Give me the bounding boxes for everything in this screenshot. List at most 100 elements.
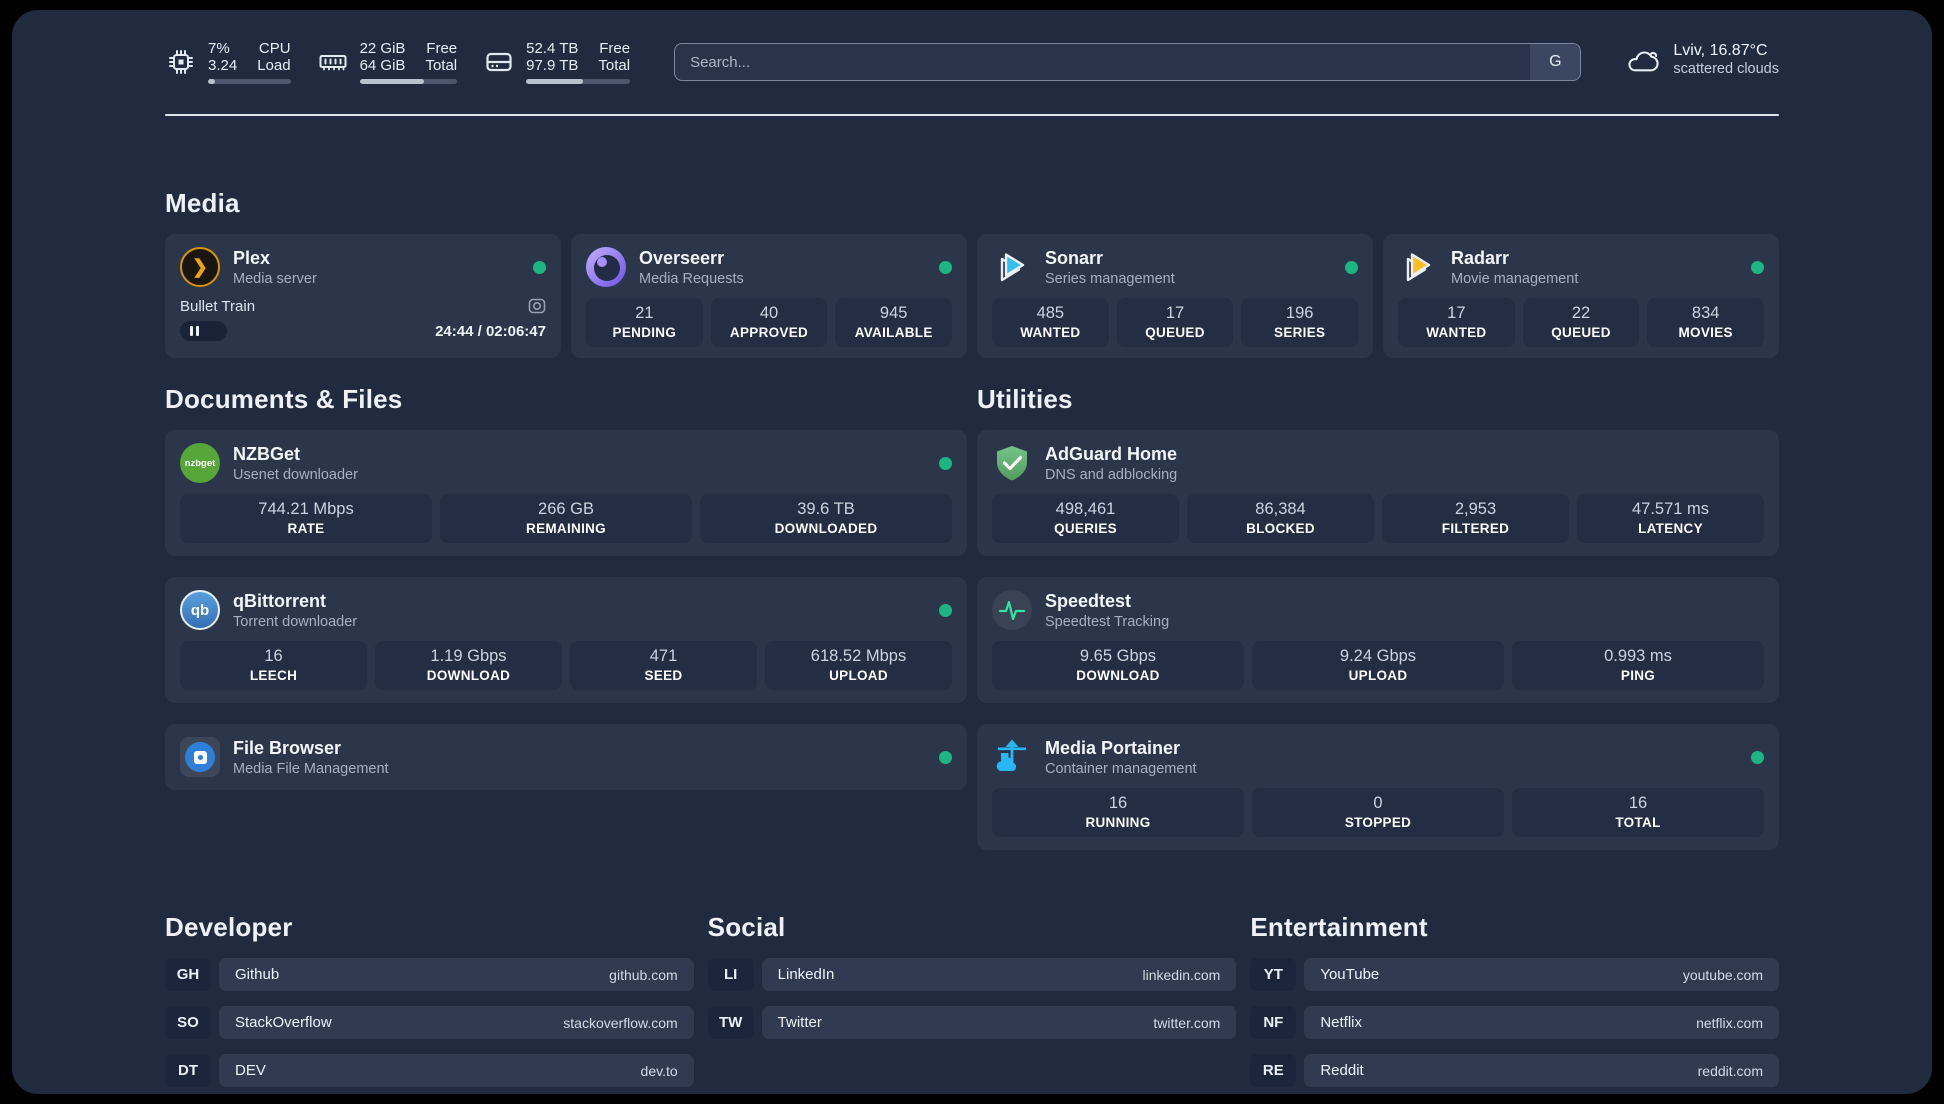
card-sonarr[interactable]: Sonarr Series management 485 WANTED 17 Q… <box>977 234 1373 358</box>
disk-icon <box>486 52 512 72</box>
status-dot <box>939 456 952 470</box>
session-camera-icon <box>528 297 546 315</box>
section-title-media: Media <box>165 188 240 218</box>
card-title: Sonarr <box>1045 247 1104 268</box>
stat-box: 498,461 QUERIES <box>992 494 1179 543</box>
memory-total-label: Total <box>425 57 458 74</box>
stat-box: 17 WANTED <box>1398 298 1515 347</box>
sonarr-icon <box>992 247 1032 287</box>
card-title: Media Portainer <box>1045 737 1181 758</box>
bookmark-linkedin[interactable]: LI LinkedIn linkedin.com <box>707 958 1237 991</box>
bookmark-url: github.com <box>609 966 678 983</box>
section-title-developer: Developer <box>165 912 293 942</box>
card-adguard[interactable]: AdGuard Home DNS and adblocking 498,461 … <box>977 430 1779 556</box>
card-subtitle: Media Requests <box>639 270 744 287</box>
disk-progress-bar <box>526 79 631 84</box>
status-dot <box>1751 750 1764 764</box>
bookmark-name: Reddit <box>1320 1062 1364 1079</box>
bookmark-youtube[interactable]: YT YouTube youtube.com <box>1250 958 1779 991</box>
bookmark-url: youtube.com <box>1682 966 1763 983</box>
cpu-load-label: Load <box>257 57 291 74</box>
bookmark-twitter[interactable]: TW Twitter twitter.com <box>707 1006 1237 1039</box>
card-speedtest[interactable]: Speedtest Speedtest Tracking 9.65 Gbps D… <box>977 577 1779 703</box>
bookmark-abbr: GH <box>165 958 211 991</box>
qbittorrent-icon: qb <box>180 590 220 630</box>
stat-box: 2,953 FILTERED <box>1382 494 1569 543</box>
status-dot <box>1751 260 1764 274</box>
card-title: Speedtest <box>1045 590 1132 611</box>
bookmark-stackoverflow[interactable]: SO StackOverflow stackoverflow.com <box>165 1006 694 1039</box>
bookmark-abbr: TW <box>707 1006 754 1039</box>
card-overseerr[interactable]: Overseerr Media Requests 21 PENDING 40 A… <box>571 234 967 358</box>
stat-box: 9.65 Gbps DOWNLOAD <box>992 641 1244 690</box>
weather-location: Lviv, 16.87°C <box>1673 42 1768 59</box>
bookmark-netflix[interactable]: NF Netflix netflix.com <box>1250 1006 1779 1039</box>
card-title: qBittorrent <box>233 590 326 611</box>
card-portainer[interactable]: Media Portainer Container management 16 … <box>977 724 1779 850</box>
cpu-usage-value: 7% <box>208 40 230 57</box>
status-dot <box>939 603 952 617</box>
bookmark-name: StackOverflow <box>235 1014 332 1031</box>
card-filebrowser[interactable]: File Browser Media File Management <box>165 724 967 790</box>
search-input[interactable] <box>675 44 1531 80</box>
card-subtitle: DNS and adblocking <box>1045 466 1178 483</box>
card-subtitle: Speedtest Tracking <box>1045 613 1170 630</box>
cpu-stat: 7% 3.24 CPU Load <box>165 40 291 84</box>
status-dot <box>1345 260 1358 274</box>
stat-box: 86,384 BLOCKED <box>1187 494 1374 543</box>
bookmark-abbr: DT <box>165 1054 211 1087</box>
bookmark-name: DEV <box>235 1062 266 1079</box>
card-title: Radarr <box>1451 247 1510 268</box>
card-title: Overseerr <box>639 247 725 268</box>
stat-box: 471 SEED <box>570 641 757 690</box>
bookmark-abbr: YT <box>1250 958 1297 991</box>
dashboard-frame: 7% 3.24 CPU Load <box>12 10 1932 1094</box>
bookmark-url: linkedin.com <box>1142 966 1221 983</box>
stat-box: 0 STOPPED <box>1252 788 1504 837</box>
status-dot <box>939 750 952 764</box>
bookmark-reddit[interactable]: RE Reddit reddit.com <box>1250 1054 1779 1087</box>
card-title: AdGuard Home <box>1045 443 1178 464</box>
memory-free-value: 22 GiB <box>359 40 406 57</box>
bookmark-dev[interactable]: DT DEV dev.to <box>165 1054 694 1087</box>
speedtest-icon <box>992 590 1032 630</box>
cpu-usage-label: CPU <box>258 40 291 57</box>
bookmark-name: LinkedIn <box>777 966 835 983</box>
stat-box: 22 QUEUED <box>1522 298 1640 347</box>
bookmark-name: Netflix <box>1320 1014 1363 1031</box>
bookmark-abbr: SO <box>165 1006 211 1039</box>
card-subtitle: Usenet downloader <box>233 466 358 483</box>
memory-free-label: Free <box>426 40 458 57</box>
card-subtitle: Movie management <box>1451 270 1579 287</box>
bookmark-abbr: RE <box>1250 1054 1297 1087</box>
disk-total-label: Total <box>598 57 631 74</box>
memory-progress-bar <box>359 79 458 84</box>
disk-free-value: 52.4 TB <box>526 40 579 57</box>
stat-box: 47.571 ms LATENCY <box>1577 494 1764 543</box>
card-radarr[interactable]: Radarr Movie management 17 WANTED 22 QUE… <box>1383 234 1779 358</box>
header: 7% 3.24 CPU Load <box>165 40 1779 84</box>
stat-box: 16 LEECH <box>180 641 367 690</box>
section-title-utilities: Utilities <box>977 384 1073 414</box>
stat-box: 485 WANTED <box>992 298 1109 347</box>
disk-stat: 52.4 TB 97.9 TB Free Total <box>483 40 631 84</box>
playback-time: 24:44 / 02:06:47 <box>435 322 546 340</box>
card-qbittorrent[interactable]: qb qBittorrent Torrent downloader 16 LEE… <box>165 577 967 703</box>
stat-box: 21 PENDING <box>586 298 703 347</box>
card-nzbget[interactable]: nzbget NZBGet Usenet downloader 744.21 M… <box>165 430 967 556</box>
card-subtitle: Media File Management <box>233 760 389 777</box>
stat-box: 9.24 Gbps UPLOAD <box>1252 641 1504 690</box>
header-divider <box>165 114 1779 116</box>
search-provider-button[interactable]: G <box>1530 44 1581 80</box>
weather-widget: Lviv, 16.87°C scattered clouds <box>1625 42 1779 78</box>
stat-box: 16 RUNNING <box>992 788 1244 837</box>
stat-box: 1.19 Gbps DOWNLOAD <box>375 641 562 690</box>
playback-progress-bar[interactable] <box>180 321 421 341</box>
cpu-icon <box>169 50 193 74</box>
cpu-progress-bar <box>208 79 291 84</box>
overseerr-icon <box>586 247 626 287</box>
card-plex[interactable]: ❯ Plex Media server Bullet Train <box>165 234 561 358</box>
resource-stats: 7% 3.24 CPU Load <box>165 40 631 84</box>
card-subtitle: Media server <box>233 270 317 287</box>
bookmark-github[interactable]: GH Github github.com <box>165 958 694 991</box>
